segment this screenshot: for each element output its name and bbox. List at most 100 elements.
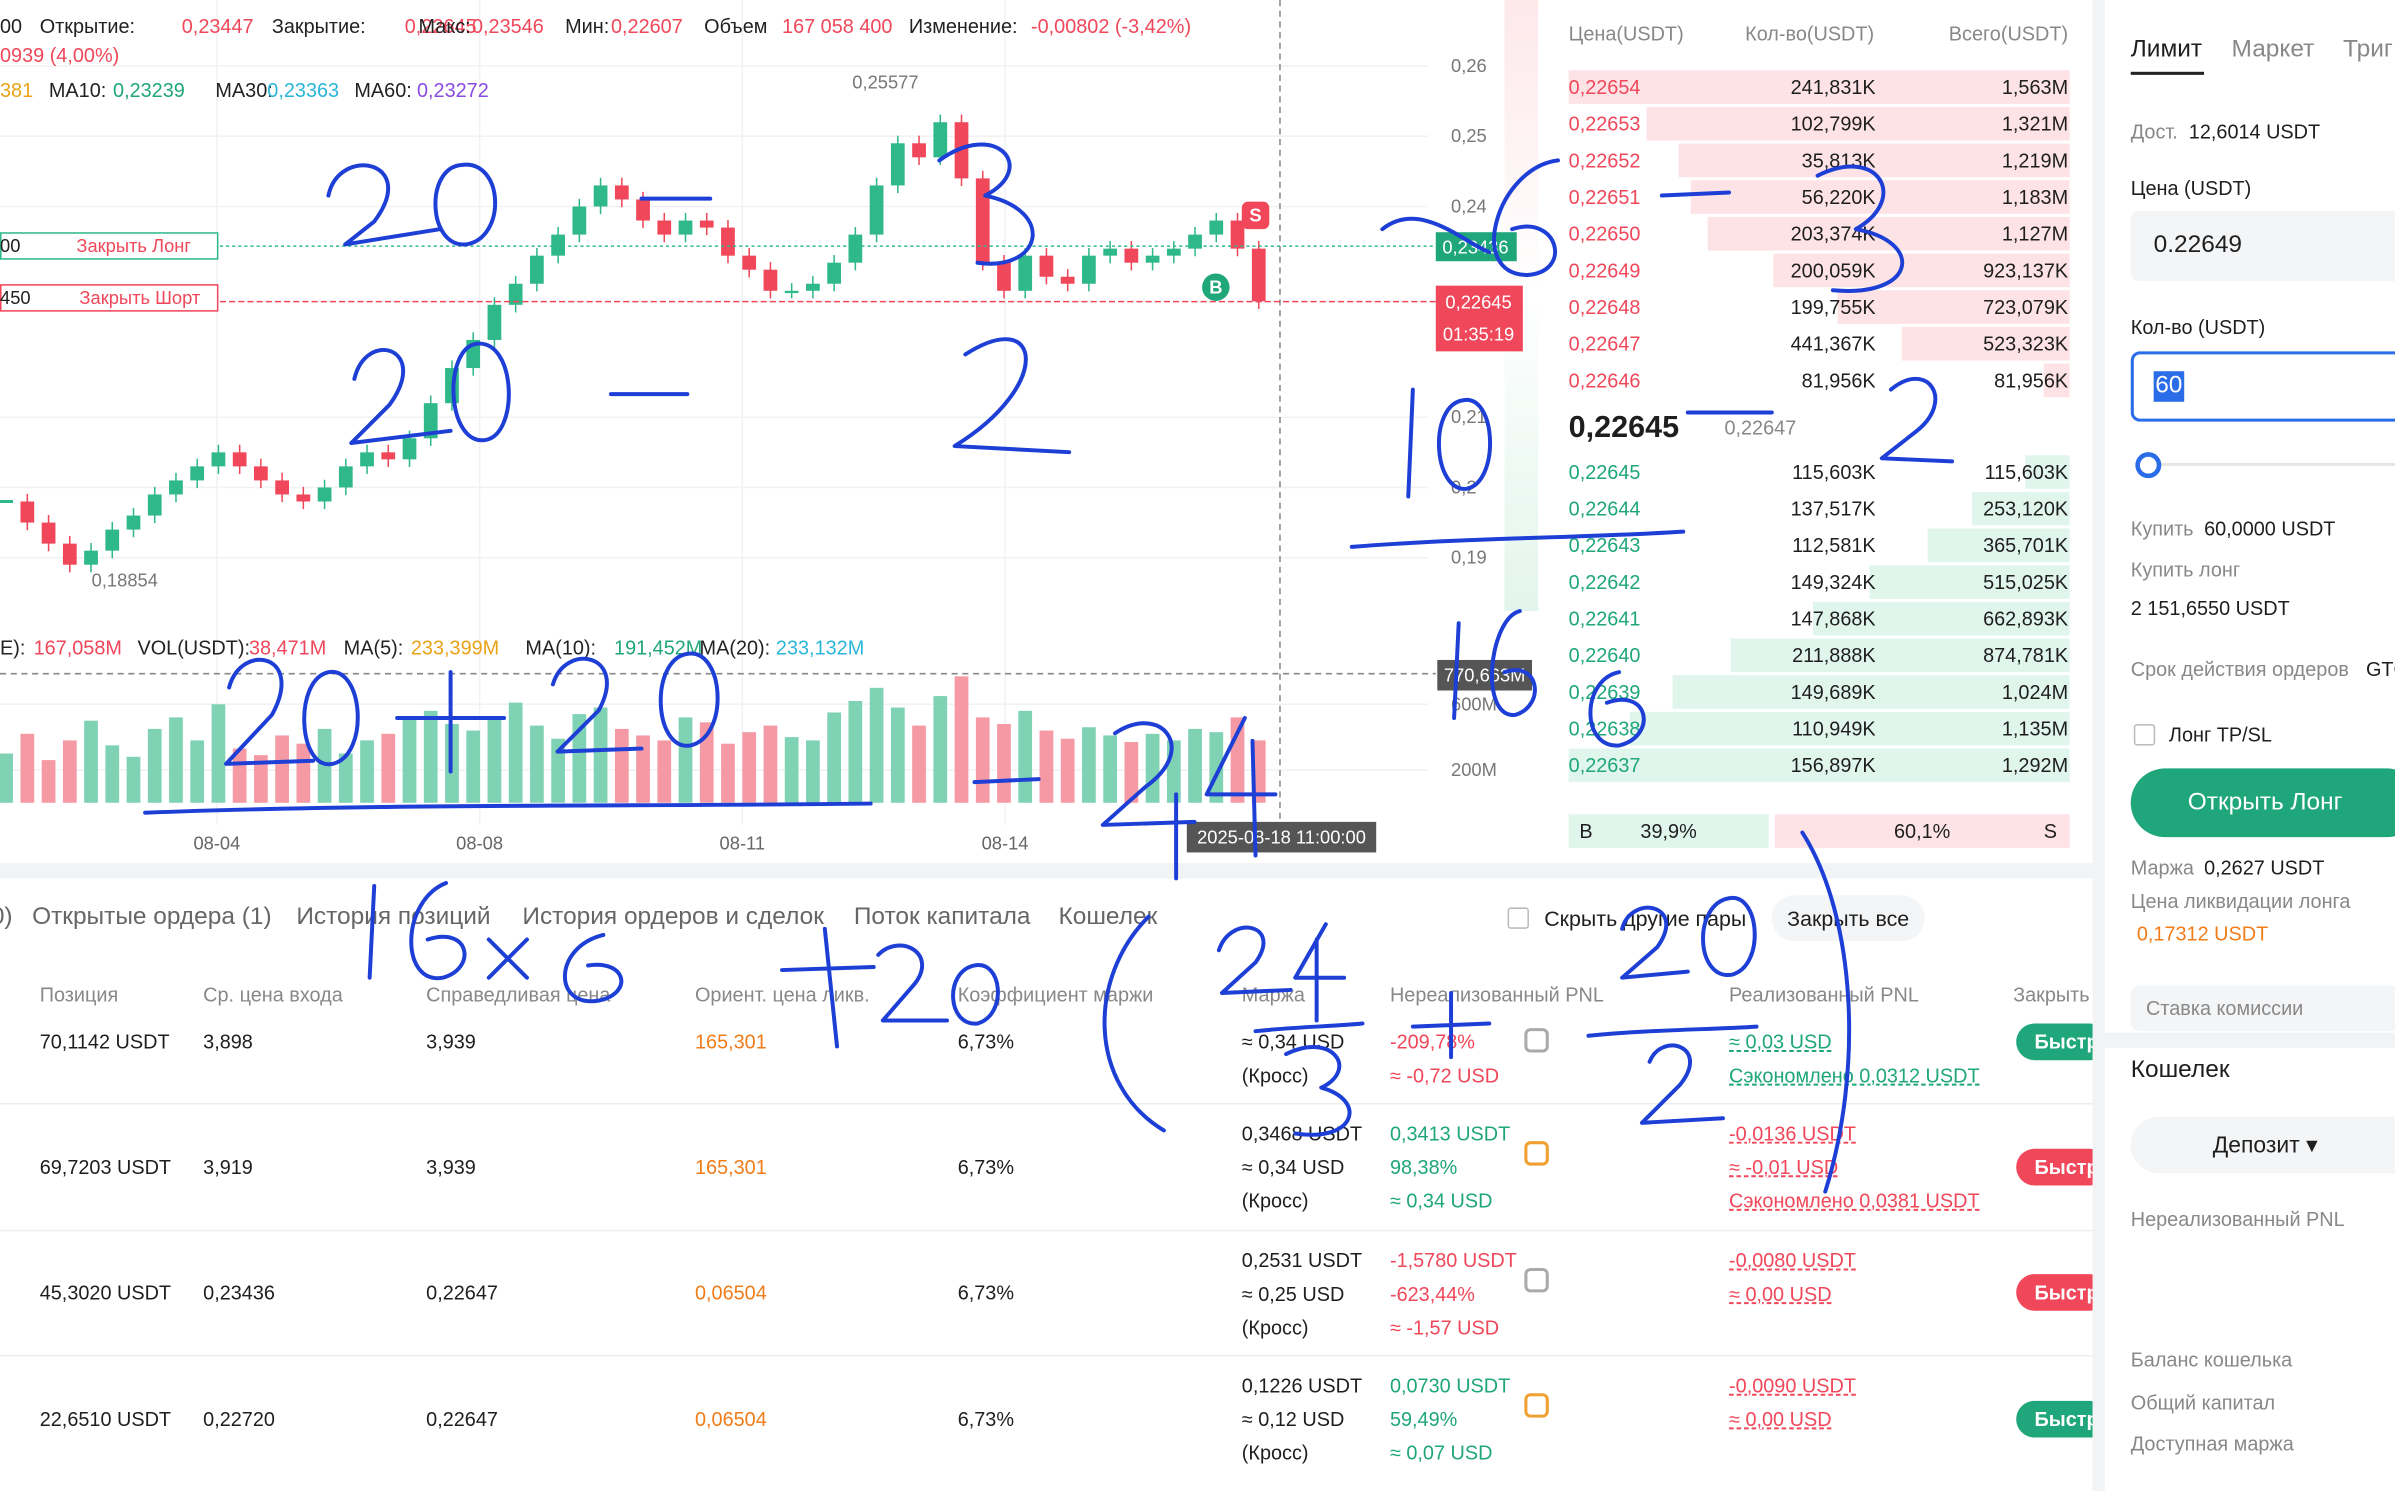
price-input-value[interactable]: 0.22649 (2153, 232, 2243, 259)
liq-price: 0,06504 (694, 1280, 767, 1304)
price-input[interactable] (2130, 210, 2395, 282)
tab[interactable]: 0) (0, 904, 13, 931)
tab[interactable]: Поток капитала (853, 904, 1031, 931)
book-qty: 200,059K (1790, 258, 1876, 282)
candle (190, 466, 205, 481)
price-chart (0, 0, 1539, 825)
tab[interactable]: Маркет (2231, 36, 2315, 63)
liq-price: 165,301 (694, 1030, 767, 1054)
candle (933, 122, 948, 158)
close-short[interactable]: Закрыть Шорт (79, 287, 201, 309)
book-price[interactable]: 0,22640 (1568, 643, 1641, 667)
quick-close[interactable]: Быстр (2034, 1280, 2093, 1304)
liq-price: 165,301 (694, 1155, 767, 1179)
open-long-button[interactable] (2130, 768, 2395, 838)
crosshair-volume: 770,663M (1443, 664, 1526, 686)
ma-field: MA30: (215, 78, 273, 102)
close-button[interactable] (2016, 1274, 2093, 1311)
book-price[interactable]: 0,22644 (1568, 497, 1641, 521)
tab[interactable]: Лимит (2130, 36, 2203, 63)
share-icon (1524, 1028, 1549, 1053)
ma-field: MA10: (48, 78, 107, 102)
book-price[interactable]: 0,22648 (1568, 295, 1641, 319)
book-qty: 203,374K (1790, 222, 1876, 246)
depth-bar (2024, 455, 2070, 489)
open-long[interactable]: Открыть Лонг (2187, 789, 2343, 816)
quick-close[interactable]: Быстр (2034, 1155, 2093, 1179)
liq-label: Цена ликвидации лонга (2130, 889, 2351, 913)
candle (487, 304, 502, 340)
tab[interactable]: История позиций (296, 904, 491, 931)
book-price[interactable]: 0,22651 (1568, 185, 1641, 209)
book-price[interactable]: 0,22638 (1568, 717, 1641, 741)
quick-close[interactable]: Быстр (2034, 1407, 2093, 1431)
quick-close[interactable]: Быстр (2034, 1030, 2093, 1054)
tab[interactable]: Открытые ордера (1) (32, 904, 272, 931)
book-price[interactable]: 0,22647 (1568, 332, 1641, 356)
candle (614, 185, 629, 200)
unrealized-pnl: -623,44% (1389, 1282, 1475, 1306)
margin: ≈ 0,34 USD (1241, 1155, 1345, 1179)
unrealized-pnl: ≈ 0,34 USD (1389, 1189, 1493, 1213)
share-icon (1524, 1141, 1549, 1166)
candle (1166, 248, 1181, 256)
liq-price: 0,17312 USDT (2136, 921, 2269, 945)
close-long[interactable]: Закрыть Лонг (76, 235, 192, 257)
tab[interactable]: История ордеров и сделок (522, 904, 824, 931)
candle (827, 262, 841, 284)
sell-label: S (2043, 819, 2057, 843)
book-qty: 156,897K (1790, 753, 1876, 777)
ticker-field: 0,22607 (610, 14, 683, 38)
depth-bar (1730, 638, 2070, 673)
realized-pnl: Сэкономлено 0,0312 USDT (1729, 1064, 1980, 1087)
fair-price: 3,939 (426, 1030, 476, 1054)
book-price[interactable]: 0,22643 (1568, 533, 1641, 557)
candle (784, 290, 799, 294)
candle (360, 452, 374, 467)
hide-pairs[interactable]: Скрыть другие пары (1544, 905, 1747, 931)
tab[interactable]: Триг (2343, 36, 2393, 63)
y-tick-label: 600M (1451, 693, 1497, 715)
qty-input-value[interactable]: 60 (2153, 371, 2184, 402)
book-qty: 35,813K (1801, 148, 1876, 172)
volume-bar (402, 719, 417, 803)
book-price[interactable]: 0,22645 (1568, 460, 1641, 484)
low-label: 0,18854 (91, 569, 158, 592)
close-all[interactable]: Закрыть все (1787, 905, 1910, 931)
volume-bar (466, 730, 481, 803)
slider-knob[interactable] (2135, 452, 2162, 479)
book-price[interactable]: 0,22649 (1568, 258, 1641, 282)
deposit[interactable]: Депозит ▾ (2212, 1132, 2318, 1159)
book-price[interactable]: 0,22641 (1568, 607, 1641, 631)
book-price[interactable]: 0,22642 (1568, 570, 1641, 594)
candle (147, 494, 162, 516)
volume-bar (827, 712, 841, 803)
book-price[interactable]: 0,22654 (1568, 75, 1641, 99)
checkbox[interactable] (1507, 907, 1529, 929)
book-price[interactable]: 0,22639 (1568, 680, 1641, 704)
liq-price: 0,06504 (694, 1407, 767, 1431)
close-button[interactable] (2016, 1148, 2093, 1186)
book-price[interactable]: 0,22646 (1568, 368, 1641, 392)
book-price[interactable]: 0,22637 (1568, 753, 1641, 777)
book-price[interactable]: 0,22650 (1568, 222, 1641, 246)
realized-pnl: ≈ 0,00 USD (1729, 1407, 1832, 1431)
book-price[interactable]: 0,22652 (1568, 148, 1641, 172)
book-price[interactable]: 0,22653 (1568, 112, 1641, 136)
tab[interactable]: Кошелек (1058, 904, 1158, 931)
volume-bar (20, 733, 35, 803)
close-button[interactable] (2016, 1023, 2093, 1061)
close-button[interactable] (2016, 1400, 2093, 1438)
candle (869, 185, 884, 235)
volume-bar (997, 723, 1011, 803)
deposit-button[interactable] (2130, 1116, 2395, 1174)
checkbox[interactable] (2133, 724, 2156, 746)
share-icon (1524, 1393, 1549, 1418)
candle (381, 452, 396, 460)
book-total: 874,781K (1983, 643, 2069, 667)
candle (1145, 255, 1160, 263)
margin-label: Маржа (2130, 856, 2194, 880)
depth-bar (1901, 326, 2070, 361)
depth-bar (2043, 363, 2070, 398)
buy-long-label: Купить лонг (2130, 558, 2241, 582)
